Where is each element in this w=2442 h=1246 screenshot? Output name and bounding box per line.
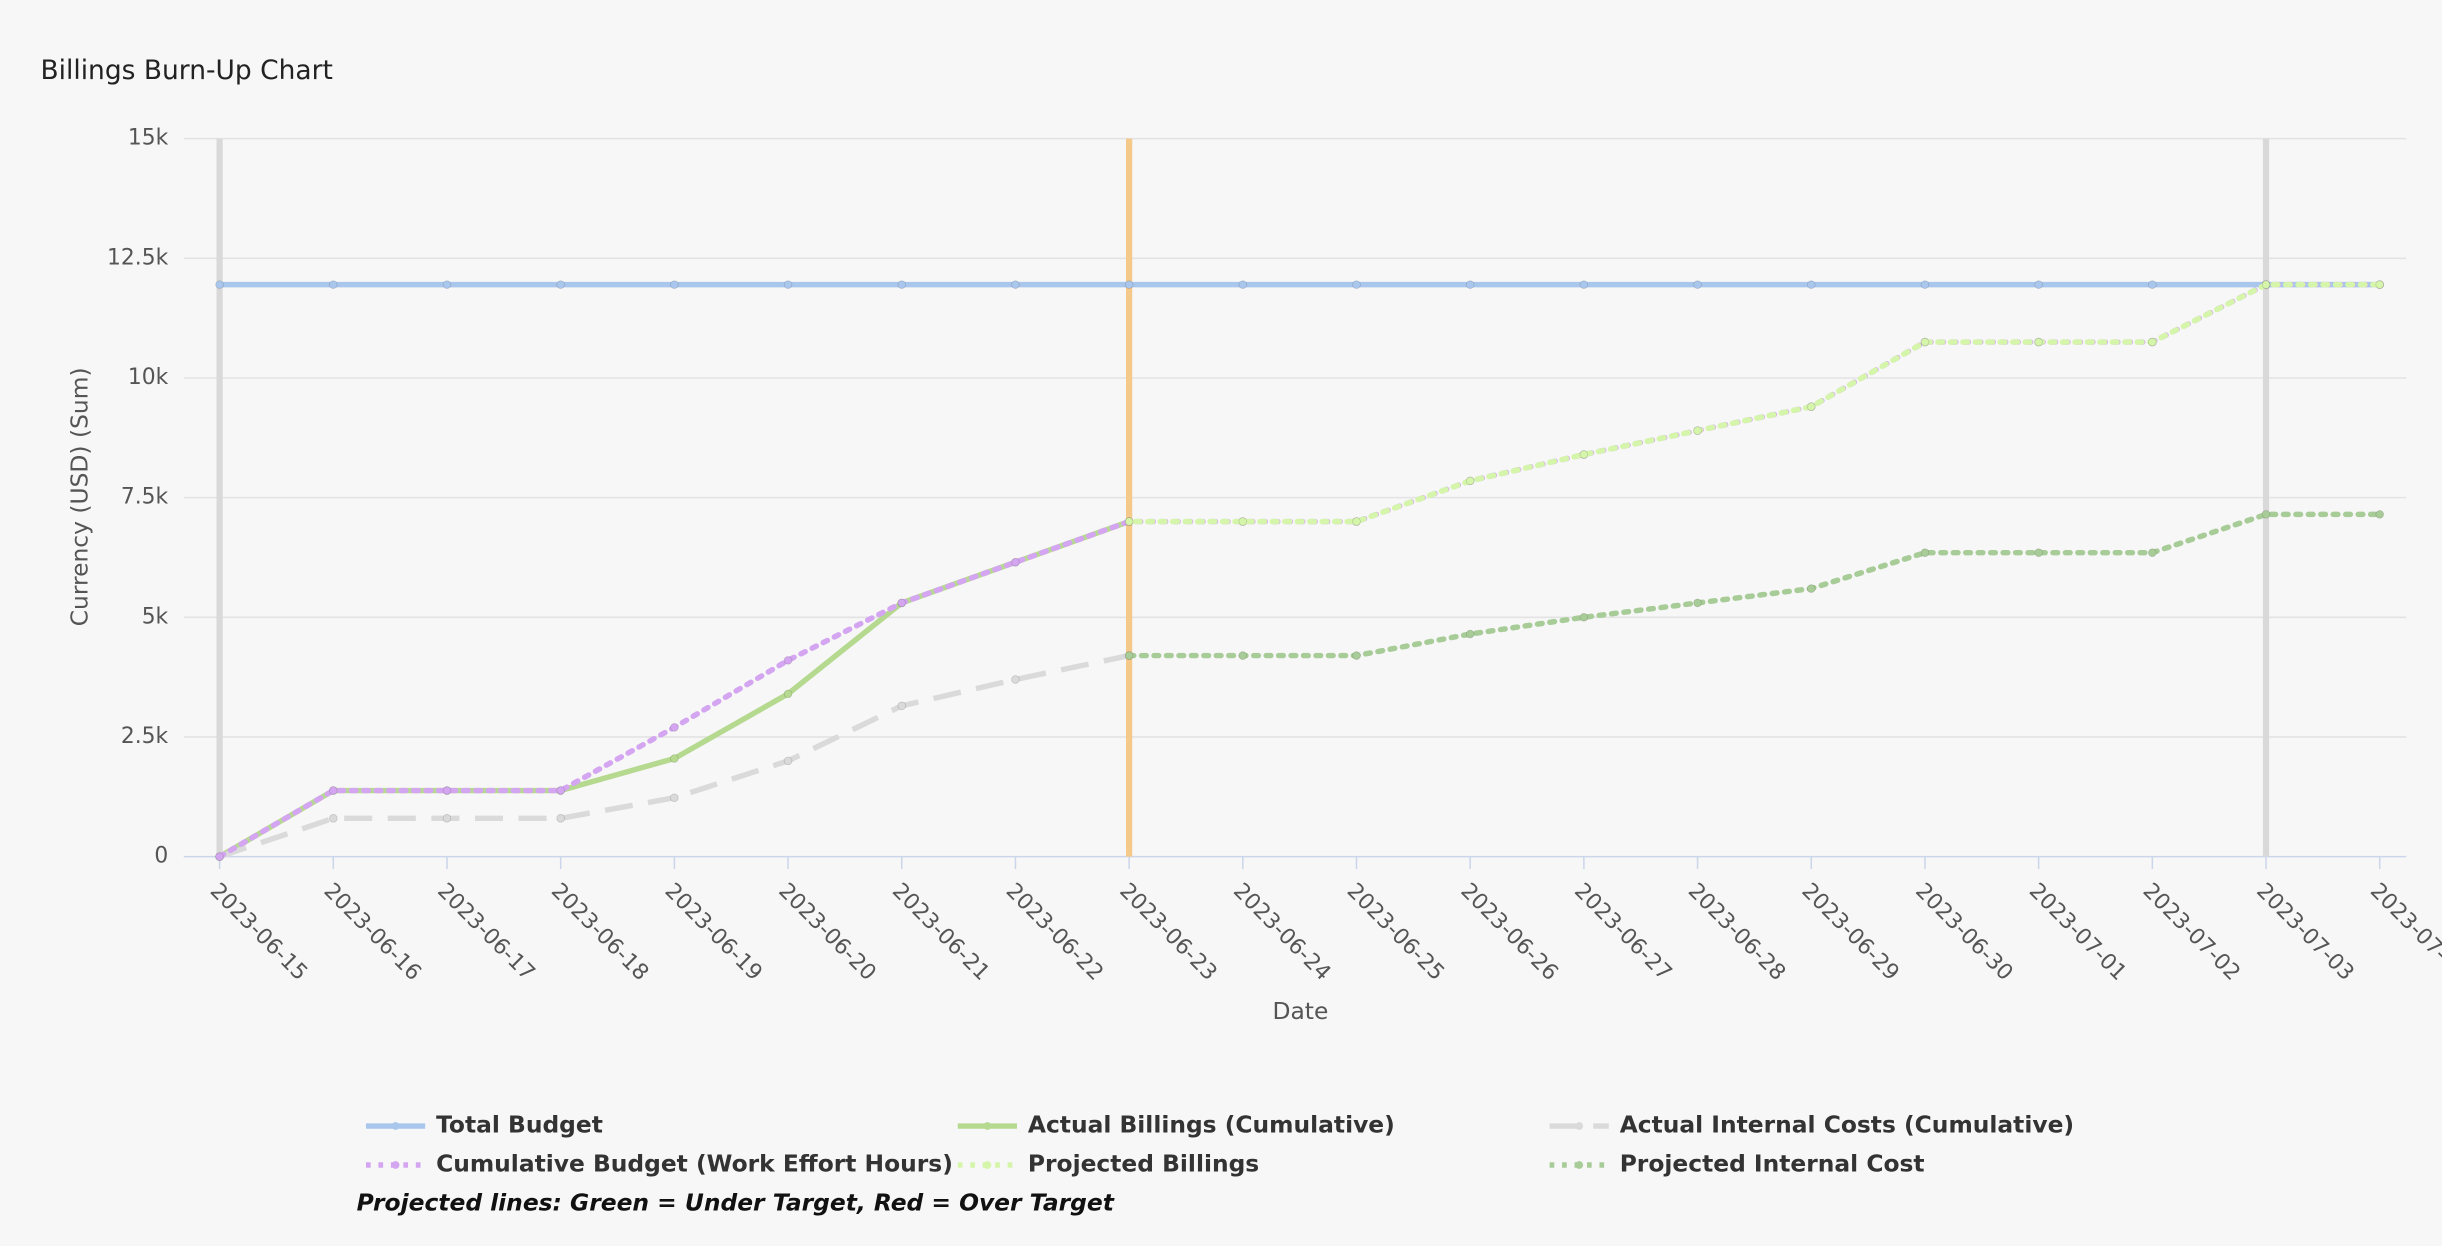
data-point bbox=[556, 280, 565, 289]
data-point bbox=[1693, 280, 1702, 289]
data-point bbox=[2148, 548, 2157, 557]
chart-title: Billings Burn-Up Chart bbox=[40, 55, 332, 86]
data-point bbox=[1920, 337, 1930, 347]
data-point bbox=[1352, 651, 1361, 660]
data-point bbox=[1465, 476, 1475, 486]
legend-item: Actual Internal Costs (Cumulative) bbox=[1549, 1111, 2074, 1139]
data-point bbox=[2034, 548, 2043, 557]
data-point bbox=[442, 280, 452, 289]
data-point bbox=[670, 723, 679, 732]
data-point bbox=[1124, 280, 1134, 289]
y-axis-label: Currency (USD) (Sum) bbox=[65, 367, 93, 626]
data-point bbox=[783, 689, 793, 699]
series-line bbox=[1126, 281, 2383, 525]
y-tick-label: 15k bbox=[128, 126, 169, 151]
data-point bbox=[1011, 280, 1020, 289]
data-point bbox=[556, 814, 565, 823]
data-point bbox=[1579, 613, 1589, 622]
data-point bbox=[670, 793, 679, 803]
legend-label: Actual Internal Costs (Cumulative) bbox=[1620, 1111, 2074, 1139]
y-tick-label: 7.5k bbox=[121, 485, 169, 510]
data-point bbox=[1011, 557, 1020, 567]
data-point bbox=[1352, 517, 1361, 526]
data-point bbox=[329, 280, 338, 289]
legend-marker bbox=[1575, 1122, 1584, 1130]
y-tick-label: 12.5k bbox=[107, 245, 169, 270]
legend-item: Cumulative Budget (Work Effort Hours) bbox=[365, 1149, 953, 1177]
data-point bbox=[1806, 280, 1816, 289]
legend-label: Projected Internal Cost bbox=[1620, 1149, 1925, 1177]
data-point bbox=[1238, 517, 1248, 526]
legend-note: Projected lines: Green = Under Target, R… bbox=[357, 1188, 1115, 1216]
data-point bbox=[897, 701, 907, 711]
data-point bbox=[2034, 337, 2043, 347]
data-point bbox=[783, 656, 793, 665]
data-point bbox=[1238, 280, 1248, 289]
legend-marker bbox=[391, 1161, 400, 1169]
data-point bbox=[1579, 280, 1589, 289]
data-point bbox=[2375, 510, 2384, 519]
data-point bbox=[442, 786, 452, 795]
data-point bbox=[1920, 548, 1930, 557]
data-point bbox=[897, 598, 907, 608]
legend-marker bbox=[391, 1122, 400, 1130]
data-point bbox=[1238, 651, 1248, 660]
data-point bbox=[2261, 510, 2271, 519]
data-point bbox=[1124, 517, 1134, 526]
data-point bbox=[670, 754, 679, 763]
legend-label: Actual Billings (Cumulative) bbox=[1028, 1111, 1395, 1139]
series-line bbox=[1126, 511, 2383, 659]
legend-marker bbox=[983, 1161, 992, 1169]
y-tick-label: 2.5k bbox=[121, 724, 169, 749]
legend-item: Projected Internal Cost bbox=[1549, 1149, 1925, 1177]
legend-item: Projected Billings bbox=[957, 1149, 1259, 1177]
data-point bbox=[215, 280, 224, 289]
y-tick-label: 5k bbox=[142, 604, 169, 629]
legend-label: Cumulative Budget (Work Effort Hours) bbox=[436, 1149, 953, 1177]
data-point bbox=[1806, 584, 1816, 593]
data-point bbox=[1579, 450, 1589, 459]
legend-marker bbox=[1575, 1161, 1584, 1169]
data-point bbox=[442, 814, 452, 823]
legend-marker bbox=[983, 1122, 992, 1130]
data-point bbox=[556, 786, 565, 795]
x-axis-label: Date bbox=[1273, 997, 1329, 1025]
data-point bbox=[329, 814, 338, 823]
data-point bbox=[897, 280, 907, 289]
data-point bbox=[1352, 280, 1361, 289]
data-point bbox=[1465, 629, 1475, 639]
data-point bbox=[2261, 280, 2271, 289]
y-tick-label: 10k bbox=[128, 365, 169, 390]
data-point bbox=[1465, 280, 1475, 289]
data-point bbox=[2034, 280, 2043, 289]
data-point bbox=[1920, 280, 1930, 289]
data-point bbox=[1693, 426, 1702, 435]
data-point bbox=[215, 852, 224, 861]
data-point bbox=[1011, 675, 1020, 684]
data-point bbox=[329, 786, 338, 795]
data-point bbox=[2375, 280, 2384, 289]
data-point bbox=[1806, 402, 1816, 411]
y-tick-label: 0 bbox=[154, 844, 168, 869]
data-point bbox=[2148, 337, 2157, 347]
legend-item: Actual Billings (Cumulative) bbox=[957, 1111, 1395, 1139]
data-point bbox=[670, 280, 679, 289]
legend-label: Projected Billings bbox=[1028, 1149, 1259, 1177]
data-point bbox=[1693, 598, 1702, 608]
legend-label: Total Budget bbox=[436, 1111, 603, 1139]
data-point bbox=[1124, 651, 1134, 660]
legend-item: Total Budget bbox=[365, 1111, 603, 1139]
data-point bbox=[783, 756, 793, 766]
data-point bbox=[783, 280, 793, 289]
data-point bbox=[2148, 280, 2157, 289]
